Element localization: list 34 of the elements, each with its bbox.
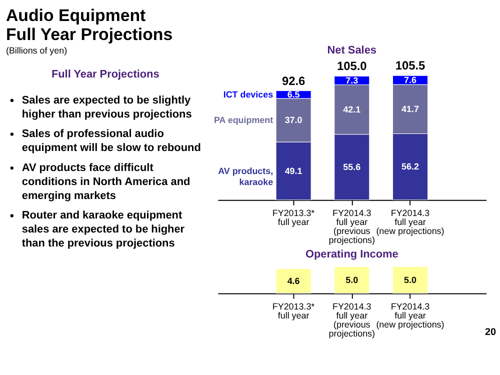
text: Sales of professional audio equipment will be slow to rebound [22,128,201,154]
data-label: 7.3 [346,75,358,86]
text: Sales are expected to be slightly higher than previous projections [22,94,192,120]
x-tick-label: FY2013.3* full year [272,208,316,228]
x-tick-label: FY2014.3 full year (previous projections) [328,302,376,339]
data-label: 55.6 [343,162,361,172]
text: AV products face difficult conditions in North America and emerging markets [22,162,190,202]
data-label: 56.2 [402,162,419,172]
data-label: 6.5 [287,90,300,100]
text: Full Year Projections [51,68,160,81]
chart-title: Operating Income [305,248,398,260]
data-label: 42.1 [343,104,361,115]
x-tick-label: FY2014.3 full year (previous projections) [328,208,376,246]
x-tick-label: FY2013.3* full year [272,302,316,321]
total-label: 105.0 [336,59,368,74]
text: 20 [484,327,496,338]
data-label: 5.0 [346,274,358,285]
text: Audio Equipment Full Year Projections [6,6,173,44]
x-tick-label: FY2014.3 full year (new projections) [376,302,444,330]
data-label: 7.6 [404,75,416,86]
total-label: 105.5 [395,58,426,73]
chart-title: Net Sales [327,44,376,57]
total-label: 92.6 [282,74,306,88]
text: Router and karaoke equipment sales are expected to be higher than the previous projections [22,210,186,250]
series-label: PA equipment [214,115,274,126]
text: (Billions of yen) [6,46,68,56]
series-label: AV products, karaoke [218,166,274,187]
data-label: 49.1 [284,166,302,176]
series-label: ICT devices [223,90,274,100]
data-label: 37.0 [284,115,302,126]
x-tick-label: FY2014.3 full year (new projections) [376,208,444,236]
data-label: 5.0 [404,274,416,285]
data-label: 41.7 [402,104,419,114]
data-label: 4.6 [287,276,300,286]
